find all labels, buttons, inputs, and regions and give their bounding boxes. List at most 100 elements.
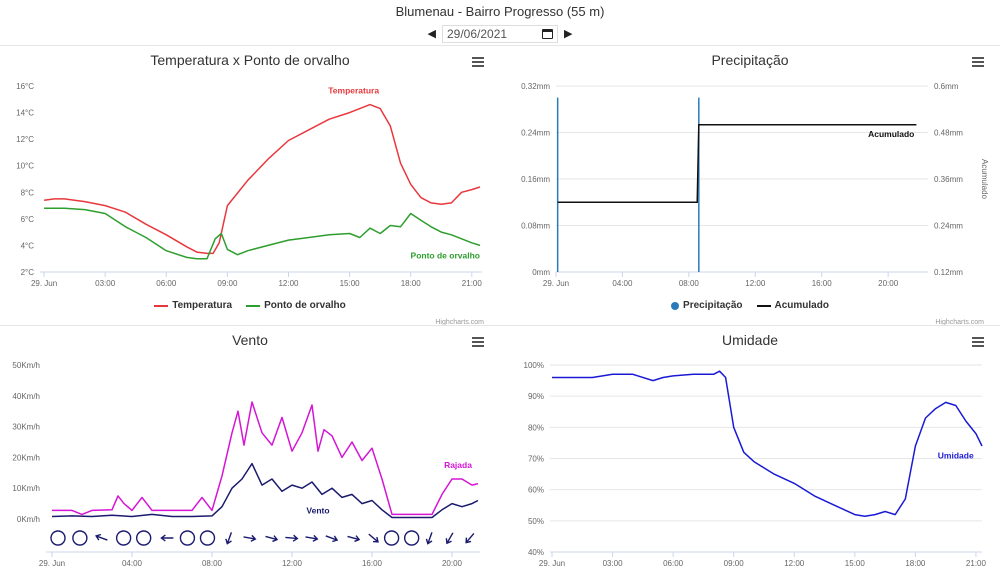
wind-direction-arrow-icon [347, 535, 361, 543]
y-tick-label: 4°C [21, 241, 35, 250]
series-line-rajada [52, 401, 479, 516]
y2-tick-label: 0.36mm [934, 175, 963, 184]
chart-menu-icon[interactable] [472, 337, 484, 347]
x-tick-label: 09:00 [724, 559, 745, 568]
y-tick-label: 12°C [16, 135, 34, 144]
wind-direction-arrow-icon [305, 534, 319, 542]
x-tick-label: 29. Jun [31, 279, 57, 288]
wind-direction-arrow-icon [368, 533, 379, 543]
y-tick-label: 0mm [532, 268, 550, 277]
x-tick-label: 16:00 [812, 279, 833, 288]
chart-title: Umidade [721, 332, 779, 348]
arrow-glyph [305, 534, 319, 542]
y-tick-label: 50Km/h [12, 361, 40, 370]
wind-direction-arrow-icon [95, 533, 108, 541]
chart-menu-icon[interactable] [972, 337, 984, 347]
next-day-icon[interactable]: ▶ [564, 28, 573, 40]
x-tick-label: 08:00 [679, 279, 700, 288]
wind-chart-panel: Vento 0Km/h 10Km/h 20Km/h 30Km/h 40Km/h 50Km/… [0, 325, 500, 570]
date-navigator: ◀ 29/06/2021 ▶ [0, 25, 1000, 43]
x-tick-label: 09:00 [217, 279, 238, 288]
x-tick-label: 29. Jun [539, 559, 565, 568]
wind-direction-arrow-icon [243, 534, 257, 542]
wind-calm-icon [72, 530, 88, 546]
series-data-label: Acumulado [868, 129, 914, 139]
y-tick-label: 0.32mm [521, 82, 550, 91]
chart-legend: Temperatura Ponto de orvalho [0, 300, 500, 311]
chart-title: Vento [232, 332, 268, 348]
legend-item-ponto-de-orvalho[interactable]: Ponto de orvalho [246, 300, 346, 311]
y-tick-label: 10Km/h [12, 484, 40, 493]
arrow-glyph [368, 533, 379, 543]
x-tick-label: 03:00 [603, 559, 624, 568]
y-tick-label: 40% [528, 548, 544, 557]
x-tick-label: 06:00 [156, 279, 177, 288]
wind-calm-icon [403, 530, 420, 546]
precipitation-chart-panel: Precipitação 0mm 0.08mm 0.16mm 0.24mm 0.32mm… [500, 45, 1000, 326]
y2-tick-label: 0.12mm [934, 268, 963, 277]
chart-menu-icon[interactable] [472, 57, 484, 67]
legend-item-precipitacao[interactable]: Precipitação [671, 300, 743, 311]
wind-direction-arrow-icon [225, 532, 233, 545]
y-tick-label: 14°C [16, 109, 34, 118]
arrow-glyph [425, 532, 433, 545]
x-tick-label: 18:00 [401, 279, 422, 288]
legend-label: Acumulado [774, 300, 829, 311]
wind-direction-arrow-icon [265, 535, 279, 543]
series-line-ponto-de-orvalho [44, 207, 481, 260]
chart-title: Temperatura x Ponto de orvalho [150, 52, 350, 68]
y-tick-label: 20Km/h [12, 453, 40, 462]
x-tick-label: 20:00 [878, 279, 899, 288]
x-tick-label: 12:00 [278, 279, 299, 288]
y2-tick-label: 0.6mm [934, 82, 959, 91]
wind-calm-icon [50, 530, 66, 546]
y-tick-label: 40Km/h [12, 392, 40, 401]
legend-item-temperatura[interactable]: Temperatura [154, 300, 232, 311]
legend-item-acumulado[interactable]: Acumulado [756, 300, 829, 311]
series-line-vento [51, 462, 479, 519]
humidity-chart: 40% 50% 60% 70% 80% 90% 100% 29. Jun 03:00 06:00 0… [524, 361, 987, 568]
series-data-label: Umidade [938, 451, 974, 461]
y-tick-label: 0.08mm [521, 222, 550, 231]
x-tick-label: 08:00 [202, 559, 223, 568]
arrow-glyph [265, 535, 279, 543]
y-tick-label: 10°C [16, 162, 34, 171]
previous-day-icon[interactable]: ◀ [427, 28, 436, 40]
page-title: Blumenau - Bairro Progresso (55 m) [395, 4, 605, 19]
x-tick-label: 18:00 [905, 559, 926, 568]
wind-direction-arrow-icon [160, 534, 174, 542]
calendar-icon[interactable] [542, 29, 553, 39]
temperature-chart-panel: Temperatura x Ponto de orvalho 2°C 4°C 6°C… [0, 45, 500, 326]
highcharts-credits[interactable]: Highcharts.com [935, 319, 984, 326]
x-tick-label: 20:00 [442, 559, 463, 568]
arrow-glyph [160, 534, 174, 542]
y2-axis-title: Acumulado [980, 159, 989, 200]
series-line-umidade [552, 370, 983, 517]
wind-direction-arrow-icon [465, 532, 475, 544]
y-tick-label: 60% [528, 486, 544, 495]
x-tick-label: 12:00 [784, 559, 805, 568]
y-tick-label: 70% [528, 455, 544, 464]
x-tick-label: 12:00 [745, 279, 766, 288]
arrow-glyph [225, 532, 233, 545]
x-tick-label: 29. Jun [39, 559, 65, 568]
chart-menu-icon[interactable] [972, 57, 984, 67]
y-tick-label: 2°C [21, 268, 35, 277]
wind-calm-icon [179, 530, 196, 546]
y-tick-label: 0.16mm [521, 175, 550, 184]
x-tick-label: 12:00 [282, 559, 303, 568]
highcharts-credits[interactable]: Highcharts.com [435, 319, 484, 326]
wind-calm-icon [383, 530, 400, 546]
wind-direction-arrow-icon [325, 535, 339, 543]
x-tick-label: 15:00 [340, 279, 361, 288]
y2-tick-label: 0.48mm [934, 129, 963, 138]
wind-direction-arrow-icon [285, 534, 299, 542]
x-tick-label: 21:00 [462, 279, 483, 288]
x-tick-label: 15:00 [845, 559, 866, 568]
wind-calm-icon [135, 530, 152, 546]
x-tick-label: 04:00 [122, 559, 143, 568]
x-tick-label: 04:00 [612, 279, 633, 288]
date-value: 29/06/2021 [447, 27, 508, 41]
wind-calm-icon [115, 530, 132, 546]
date-input[interactable]: 29/06/2021 [442, 25, 558, 43]
